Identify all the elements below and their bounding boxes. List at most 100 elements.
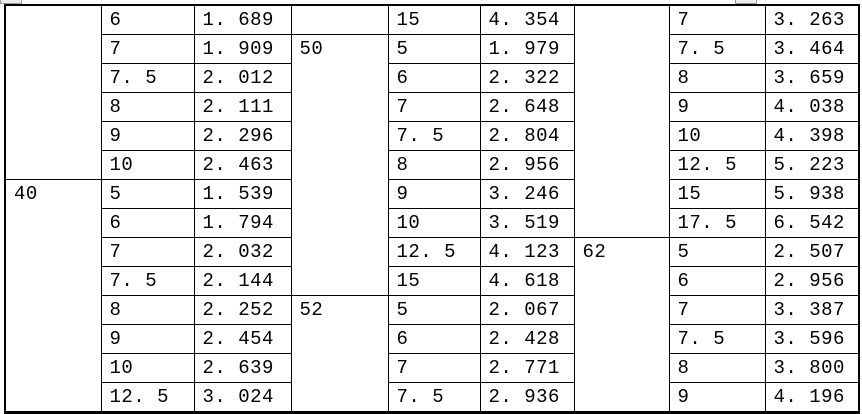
size-cell: 10 [100,150,195,180]
table-row: 8 2. 111 7 2. 648 9 4. 038 [5,92,860,122]
value-cell: 3. 263 [764,4,860,35]
value-cell: 2. 296 [193,121,292,151]
size-cell: 12. 5 [100,382,195,413]
size-cell: 7. 5 [387,121,481,151]
value-cell: 2. 648 [479,92,575,122]
value-cell: 4. 354 [479,4,575,35]
size-cell: 12. 5 [668,150,766,180]
size-cell: 7. 5 [668,324,766,354]
table-row: 7. 5 2. 012 6 2. 322 8 3. 659 [5,63,860,93]
value-cell: 2. 067 [479,295,575,325]
value-cell: 3. 659 [764,63,860,93]
table-row: 9 2. 296 7. 5 2. 804 10 4. 398 [5,121,860,151]
size-cell: 5 [387,295,481,325]
table-row: 12. 5 3. 024 7. 5 2. 936 9 4. 196 [5,382,860,413]
size-cell: 6 [387,63,481,93]
size-cell: 9 [100,121,195,151]
table-row: 40 5 1. 539 9 3. 246 15 5. 938 [4,179,860,413]
table-row: 7. 5 2. 144 15 4. 618 6 2. 956 [5,266,860,296]
size-cell: 8 [668,353,766,383]
size-cell: 7 [100,237,195,267]
size-cell: 10 [668,121,766,151]
group-cell [4,4,102,180]
size-cell: 7. 5 [668,34,766,64]
table-row: 10 2. 639 7 2. 771 8 3. 800 [5,353,860,383]
size-cell: 6 [100,208,195,238]
size-cell: 15 [668,179,766,209]
value-cell: 2. 111 [193,92,292,122]
value-cell: 2. 032 [193,237,292,267]
data-table: 6 1. 689 15 4. 354 7 3. 263 7 1. 909 50 5 1. 979 7.… [4,4,860,414]
value-cell: 5. 938 [764,179,860,209]
value-cell: 3. 596 [764,324,860,354]
value-cell: 2. 804 [479,121,575,151]
size-cell: 17. 5 [668,208,766,238]
table-row: 7 2. 032 12. 5 4. 123 62 5 2. 507 [5,237,860,413]
size-cell: 8 [100,295,195,325]
value-cell: 5. 223 [764,150,860,180]
value-cell: 4. 196 [764,382,860,413]
size-cell: 7. 5 [100,63,195,93]
size-cell: 6 [387,324,481,354]
size-cell: 7. 5 [100,266,195,296]
value-cell: 2. 956 [764,266,860,296]
size-cell: 9 [100,324,195,354]
value-cell: 2. 144 [193,266,292,296]
value-cell: 2. 936 [479,382,575,413]
group-cell: 52 [290,295,389,413]
table-row: 6 1. 689 15 4. 354 7 3. 263 [4,4,860,238]
size-cell: 7 [668,295,766,325]
value-cell: 3. 800 [764,353,860,383]
size-cell: 10 [100,353,195,383]
value-cell: 1. 909 [193,34,292,64]
group-cell: 62 [573,237,670,413]
size-cell: 5 [387,34,481,64]
size-cell: 7 [100,34,195,64]
size-cell: 5 [100,179,195,209]
size-cell: 6 [100,4,195,35]
value-cell: 2. 322 [479,63,575,93]
screen-artifact [0,0,22,4]
size-cell: 12. 5 [387,237,481,267]
value-cell: 2. 463 [193,150,292,180]
group-cell [573,4,670,238]
size-cell: 9 [668,382,766,413]
value-cell: 3. 464 [764,34,860,64]
value-cell: 4. 618 [479,266,575,296]
size-cell: 7. 5 [387,382,481,413]
value-cell: 1. 689 [193,4,292,35]
table-body: 6 1. 689 15 4. 354 7 3. 263 7 1. 909 50 5 1. 979 7.… [4,4,860,413]
size-cell: 8 [387,150,481,180]
table-container: 6 1. 689 15 4. 354 7 3. 263 7 1. 909 50 5 1. 979 7.… [4,4,860,414]
value-cell: 3. 246 [479,179,575,209]
table-row: 7 1. 909 50 5 1. 979 7. 5 3. 464 [5,34,860,296]
size-cell: 9 [668,92,766,122]
table-row: 6 1. 794 10 3. 519 17. 5 6. 542 [5,208,860,238]
value-cell: 2. 639 [193,353,292,383]
screen-artifact [735,0,757,4]
value-cell: 2. 428 [479,324,575,354]
group-cell: 50 [290,34,389,296]
value-cell: 1. 539 [193,179,292,209]
group-cell [290,4,389,35]
size-cell: 9 [387,179,481,209]
size-cell: 10 [387,208,481,238]
value-cell: 4. 038 [764,92,860,122]
value-cell: 2. 956 [479,150,575,180]
value-cell: 2. 252 [193,295,292,325]
table-row: 10 2. 463 8 2. 956 12. 5 5. 223 [5,150,860,180]
value-cell: 1. 979 [479,34,575,64]
value-cell: 2. 507 [764,237,860,267]
size-cell: 8 [668,63,766,93]
size-cell: 7 [387,353,481,383]
value-cell: 2. 771 [479,353,575,383]
value-cell: 3. 387 [764,295,860,325]
value-cell: 2. 454 [193,324,292,354]
size-cell: 15 [387,266,481,296]
size-cell: 7 [668,4,766,35]
size-cell: 5 [668,237,766,267]
size-cell: 6 [668,266,766,296]
value-cell: 3. 024 [193,382,292,413]
table-row: 9 2. 454 6 2. 428 7. 5 3. 596 [5,324,860,354]
